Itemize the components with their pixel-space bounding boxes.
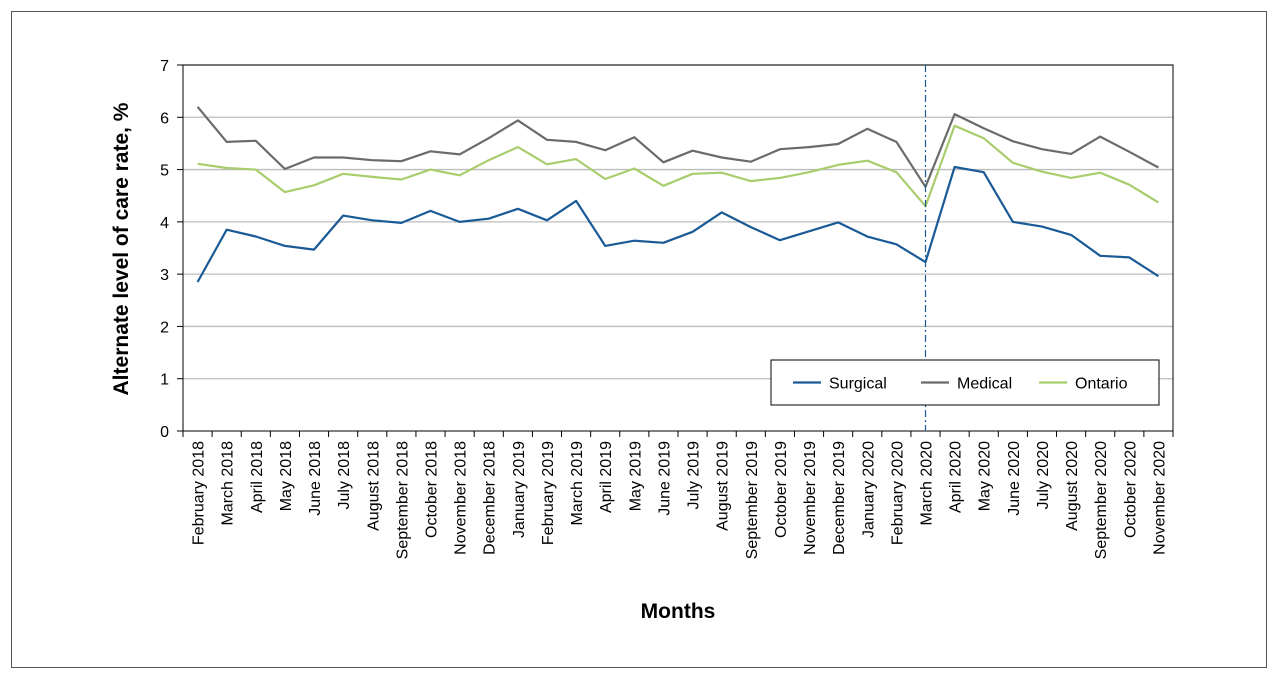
- x-tick-label: February 2020: [889, 441, 906, 545]
- series-line-medical: [196, 106, 1159, 188]
- x-tick-label: November 2020: [1151, 441, 1168, 555]
- series-lines: [196, 106, 1159, 283]
- x-tick-label: July 2018: [336, 441, 353, 510]
- x-tick-label: March 2019: [569, 441, 586, 526]
- x-tick-label: December 2019: [831, 441, 848, 555]
- x-tick-label: June 2020: [1006, 441, 1023, 516]
- x-tick-label: October 2020: [1122, 441, 1139, 538]
- y-axis-title: Alternate level of care rate, %: [110, 102, 133, 395]
- y-axis-ticks: 0 1 2 3 4 5 6 7: [160, 58, 183, 441]
- x-tick-label: May 2020: [977, 441, 994, 511]
- x-tick-label: May 2018: [278, 441, 295, 511]
- x-tick-label: November 2019: [802, 441, 819, 555]
- x-tick-label: June 2018: [307, 441, 324, 516]
- x-tick-label: December 2018: [482, 441, 499, 555]
- chart-frame: [11, 11, 1267, 668]
- x-tick-label: September 2019: [744, 441, 761, 559]
- x-tick-label: March 2020: [919, 441, 936, 526]
- x-tick-label: October 2018: [424, 441, 441, 538]
- legend-label-ontario: Ontario: [1075, 376, 1128, 393]
- x-tick-label: August 2020: [1064, 441, 1081, 531]
- y-tick-label: 2: [160, 319, 169, 336]
- x-tick-label: June 2019: [656, 441, 673, 516]
- y-tick-label: 4: [160, 215, 169, 232]
- legend-label-medical: Medical: [957, 376, 1012, 393]
- series-line-surgical: [196, 165, 1159, 283]
- x-tick-label: October 2019: [773, 441, 790, 538]
- y-tick-label: 7: [160, 58, 169, 75]
- x-axis-ticks: February 2018 March 2018 April 2018 May 201…: [182, 431, 1174, 559]
- x-axis-title: Months: [641, 600, 716, 623]
- x-tick-label: February 2019: [540, 441, 557, 545]
- x-tick-label: March 2018: [220, 441, 237, 526]
- legend: Surgical Medical Ontario: [770, 359, 1160, 406]
- x-tick-label: April 2018: [249, 441, 266, 513]
- x-tick-label: September 2020: [1093, 441, 1110, 559]
- y-tick-label: 5: [160, 163, 169, 180]
- y-tick-label: 0: [160, 424, 169, 441]
- x-tick-label: July 2020: [1035, 441, 1052, 510]
- x-tick-label: November 2018: [453, 441, 470, 555]
- y-tick-label: 3: [160, 267, 169, 284]
- x-tick-label: February 2018: [191, 441, 208, 545]
- x-tick-label: September 2018: [394, 441, 411, 559]
- x-tick-label: January 2019: [511, 441, 528, 538]
- x-tick-label: August 2018: [365, 441, 382, 531]
- x-tick-label: April 2019: [598, 441, 615, 513]
- series-line-ontario: [197, 124, 1159, 208]
- y-tick-label: 6: [160, 110, 169, 127]
- legend-label-surgical: Surgical: [829, 376, 887, 393]
- legend-box: [770, 359, 1160, 406]
- x-tick-label: August 2019: [715, 441, 732, 531]
- x-tick-label: January 2020: [860, 441, 877, 538]
- gridlines: [183, 64, 1173, 380]
- x-tick-label: July 2019: [686, 441, 703, 510]
- x-tick-label: April 2020: [948, 441, 965, 513]
- x-tick-label: May 2019: [627, 441, 644, 511]
- y-tick-label: 1: [160, 372, 169, 389]
